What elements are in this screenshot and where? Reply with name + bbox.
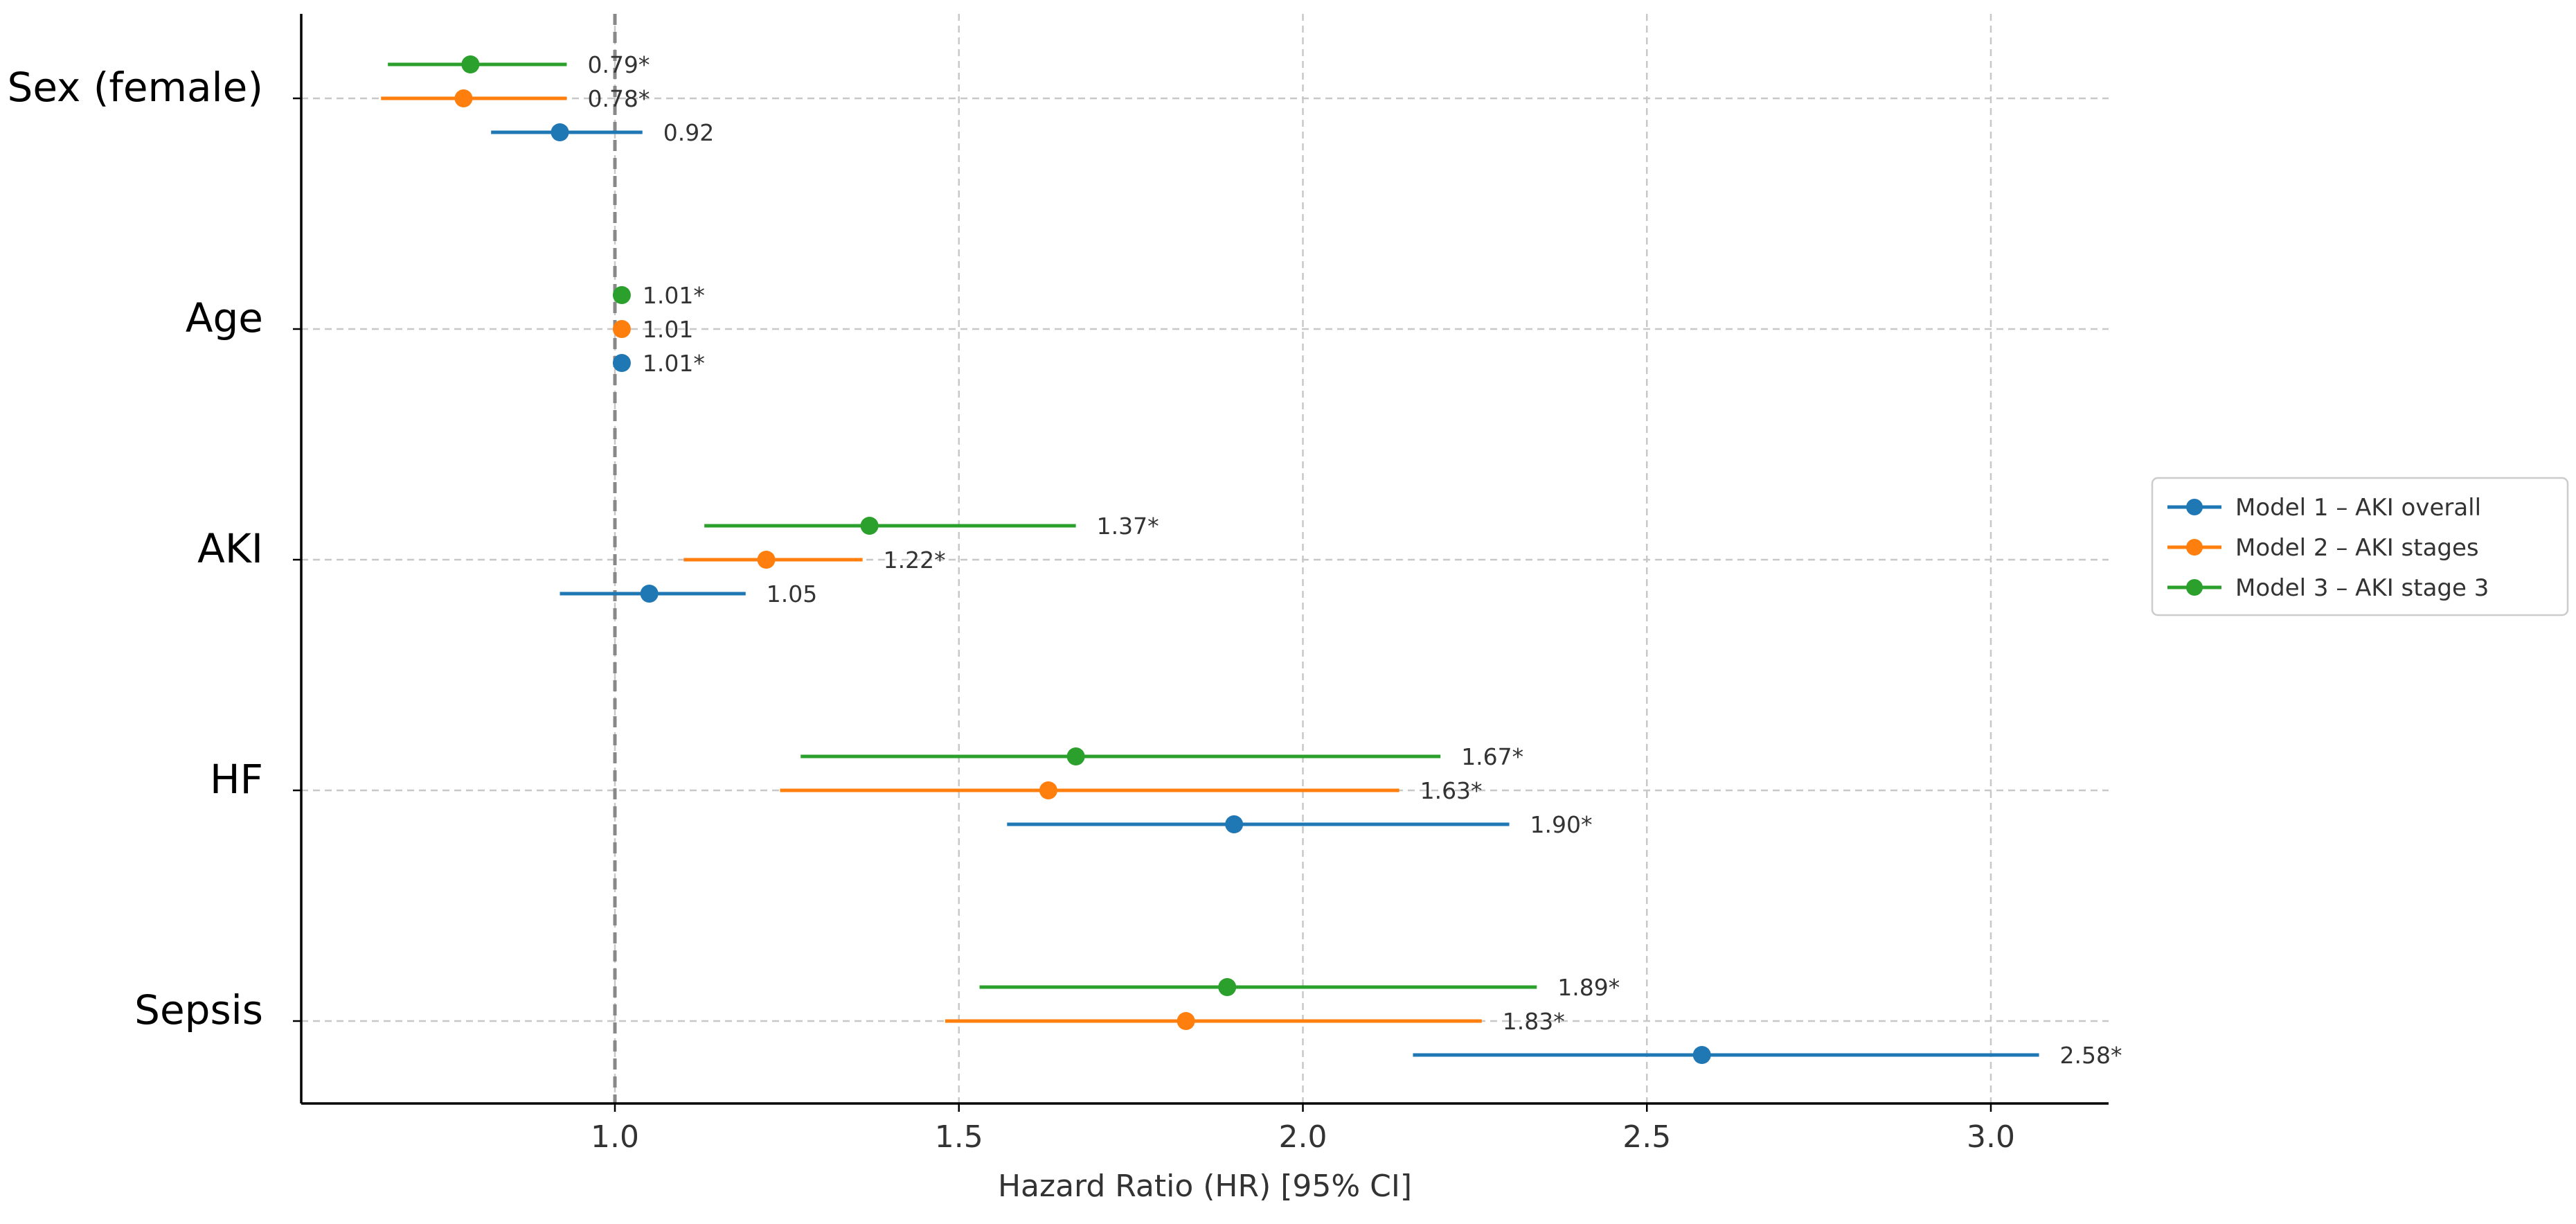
value-label-model-3-aki-stage-3-sex-female: 0.79*	[587, 51, 650, 78]
y-category-label-hf: HF	[210, 756, 263, 803]
value-label-model-1-aki-overall-aki: 1.05	[767, 580, 817, 607]
value-label-model-1-aki-overall-hf: 1.90*	[1530, 811, 1593, 838]
point-model-2-aki-stages-sex-female	[454, 89, 473, 107]
point-model-3-aki-stage-3-sepsis	[1218, 978, 1237, 996]
series-model-1-aki-overall: 0.92 1.01* 1.05 1.90* 2.58*	[491, 119, 2122, 1069]
x-axis-label: Hazard Ratio (HR) [95% CI]	[998, 1169, 1412, 1204]
point-model-2-aki-stages-sepsis	[1177, 1012, 1195, 1030]
point-model-1-aki-overall-hf	[1225, 815, 1244, 833]
value-label-model-2-aki-stages-hf: 1.63*	[1420, 777, 1483, 804]
point-model-2-aki-stages-aki	[757, 551, 776, 569]
value-label-model-3-aki-stage-3-sepsis: 1.89*	[1557, 974, 1620, 1001]
point-model-2-aki-stages-hf	[1039, 781, 1057, 799]
value-label-model-1-aki-overall-sex-female: 0.92	[663, 119, 714, 146]
x-tick-label: 1.5	[935, 1119, 983, 1155]
legend-marker-model-1-aki-overall	[2186, 499, 2203, 515]
value-label-model-3-aki-stage-3-age: 1.01*	[643, 282, 705, 309]
legend-label-model-2-aki-stages: Model 2 – AKI stages	[2235, 534, 2479, 562]
series-layer: 0.92 1.01* 1.05 1.90* 2.58* 0.78* 1.01 1.22* 1.6…	[381, 51, 2122, 1069]
point-model-3-aki-stage-3-aki	[860, 517, 879, 535]
point-model-1-aki-overall-sepsis	[1692, 1046, 1711, 1064]
point-model-1-aki-overall-sex-female	[551, 123, 569, 141]
legend-marker-model-3-aki-stage-3	[2186, 579, 2203, 596]
y-category-label-sex-female: Sex (female)	[8, 64, 263, 111]
value-label-model-2-aki-stages-sepsis: 1.83*	[1503, 1008, 1565, 1035]
x-tick-label: 2.0	[1279, 1119, 1327, 1155]
series-model-2-aki-stages: 0.78* 1.01 1.22* 1.63* 1.83*	[381, 85, 1565, 1035]
value-label-model-1-aki-overall-sepsis: 2.58*	[2060, 1042, 2122, 1069]
value-label-model-2-aki-stages-sex-female: 0.78*	[587, 85, 650, 112]
series-model-3-aki-stage-3: 0.79* 1.01* 1.37* 1.67* 1.89*	[388, 51, 1620, 1001]
value-label-model-3-aki-stage-3-hf: 1.67*	[1461, 743, 1523, 770]
legend-label-model-3-aki-stage-3: Model 3 – AKI stage 3	[2235, 574, 2489, 602]
grid-layer	[301, 14, 2109, 1103]
legend-box	[2151, 477, 2569, 617]
value-label-model-2-aki-stages-age: 1.01	[643, 316, 693, 343]
axes-layer: 1.0 1.5 2.0 2.5 3.0 Sex (female) Age AKI HF Sepsi…	[8, 14, 2109, 1155]
legend: Model 1 – AKI overall Model 2 – AKI stage…	[2151, 477, 2569, 617]
value-label-model-3-aki-stage-3-aki: 1.37*	[1097, 513, 1159, 540]
x-tick-label: 2.5	[1622, 1119, 1671, 1155]
value-label-model-1-aki-overall-age: 1.01*	[643, 350, 705, 377]
legend-marker-model-2-aki-stages	[2186, 539, 2203, 556]
legend-label-model-1-aki-overall: Model 1 – AKI overall	[2235, 494, 2481, 522]
x-tick-label: 1.0	[591, 1119, 639, 1155]
point-model-3-aki-stage-3-sex-female	[461, 55, 480, 73]
point-model-1-aki-overall-aki	[640, 585, 659, 603]
point-model-3-aki-stage-3-hf	[1066, 747, 1085, 765]
y-category-label-aki: AKI	[197, 525, 263, 572]
point-model-1-aki-overall-age	[612, 354, 631, 372]
point-model-3-aki-stage-3-age	[612, 286, 631, 304]
y-category-label-age: Age	[186, 294, 263, 342]
value-label-model-2-aki-stages-aki: 1.22*	[884, 547, 946, 574]
x-tick-label: 3.0	[1967, 1119, 2015, 1155]
y-category-label-sepsis: Sepsis	[134, 986, 263, 1034]
point-model-2-aki-stages-age	[612, 320, 631, 338]
